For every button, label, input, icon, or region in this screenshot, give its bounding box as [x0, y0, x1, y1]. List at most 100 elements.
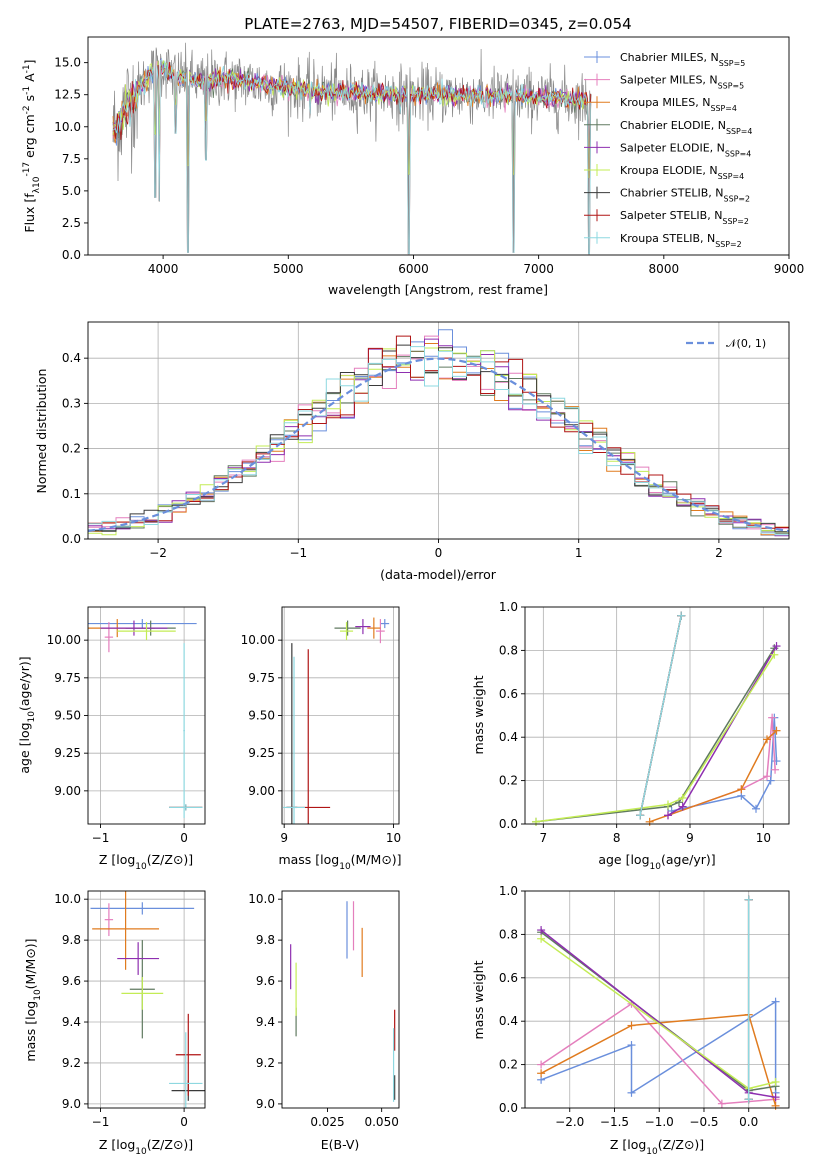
weight-vs-age-xlabel: age [log10(age/yr)] [598, 852, 715, 872]
mass-weight-line [540, 1013, 777, 1107]
x-tick-label: 7000 [523, 262, 554, 276]
y-tick-label: 10.00 [47, 633, 81, 647]
residuals-panel: −2 −1 0 1 2 0.0 0.1 0.2 0.3 0.4 𝒩(0, 1) (data-mode… [34, 321, 790, 582]
y-tick-label: 0.3 [62, 396, 81, 410]
y-tick-label: 0.4 [499, 1014, 518, 1028]
age-vs-mass-frame [281, 606, 400, 825]
mass-weight-line [639, 615, 682, 816]
y-tick-label: 0.2 [499, 1058, 518, 1072]
weight-vs-metallicity-xlabel: Z [log10(Z/Z⊙)] [610, 1137, 704, 1157]
x-tick-label: 10 [386, 831, 401, 845]
x-tick-label: −0.5 [689, 1115, 718, 1129]
weight-vs-age-frame [524, 606, 790, 825]
y-tick-label: 0.6 [499, 971, 518, 985]
y-tick-label: 10.00 [241, 633, 275, 647]
y-tick-label: 0.4 [499, 730, 518, 744]
x-tick-label: 2 [715, 546, 723, 560]
mass-weight-line [535, 647, 775, 823]
spectrum-series-line [112, 61, 592, 255]
weight-vs-age-panel: 7 8 9 10 0.0 0.2 0.4 0.6 0.8 1.0 age [log10(age/y… [471, 600, 790, 872]
spectrum-ylabel: Flux [fλ10-17 erg cm-2 s-1 A-1] [22, 59, 42, 232]
weight-vs-metallicity-panel: −2.0 −1.5 −1.0 −0.5 0.0 0.0 0.2 0.4 0.6 0.8 1.0 Z … [471, 884, 790, 1157]
y-tick-label: 9.8 [256, 933, 275, 947]
y-tick-label: 9.00 [248, 784, 275, 798]
y-tick-label: 15.0 [54, 56, 81, 70]
y-tick-label: 0.0 [499, 1101, 518, 1115]
y-tick-label: 9.0 [62, 1097, 81, 1111]
x-tick-label: 8 [613, 831, 621, 845]
x-tick-label: 4000 [148, 262, 179, 276]
x-tick-label: 9000 [774, 262, 805, 276]
x-tick-label: −2 [149, 546, 167, 560]
x-tick-label: 0 [180, 831, 188, 845]
residuals-ylabel: Normed distribution [34, 369, 49, 494]
x-tick-label: 0 [435, 546, 443, 560]
y-tick-label: 9.25 [248, 746, 275, 760]
y-tick-label: 9.75 [248, 671, 275, 685]
y-tick-label: 1.0 [499, 600, 518, 614]
y-tick-label: 9.6 [256, 974, 275, 988]
y-tick-label: 10.0 [54, 120, 81, 134]
mass-vs-ebv-frame [281, 890, 400, 1109]
x-tick-label: −1 [92, 1115, 110, 1129]
y-tick-label: 9.75 [54, 671, 81, 685]
mass-vs-metallicity-ylabel: mass [log10(M/M⊙)] [23, 938, 43, 1061]
weight-vs-metallicity-ylabel: mass weight [471, 960, 486, 1039]
y-tick-label: 2.5 [62, 216, 81, 230]
x-tick-label: −1.0 [645, 1115, 674, 1129]
x-tick-label: 5000 [273, 262, 304, 276]
legend-label: 𝒩(0, 1) [726, 337, 766, 350]
age-vs-metallicity-frame [87, 606, 206, 825]
y-tick-label: 0.1 [62, 487, 81, 501]
age-vs-metallicity-xlabel: Z [log10(Z/Z⊙)] [99, 852, 193, 872]
y-tick-label: 0.8 [499, 643, 518, 657]
x-tick-label: 7 [540, 831, 548, 845]
y-tick-label: 9.00 [54, 784, 81, 798]
y-tick-label: 7.5 [62, 152, 81, 166]
spectrum-series-line [112, 42, 592, 254]
age-vs-mass-xlabel: mass [log10(M/M⊙)] [278, 852, 401, 872]
mass-vs-metallicity-frame [87, 890, 206, 1109]
x-tick-label: −1 [92, 831, 110, 845]
x-tick-label: 1 [575, 546, 583, 560]
spectrum-xlabel: wavelength [Angstrom, rest frame] [328, 282, 548, 297]
mass-vs-ebv-panel: 0.025 0.050 9.0 9.2 9.4 9.6 9.8 10.0 E(B-V) [248, 890, 400, 1152]
x-tick-label: 0.025 [310, 1115, 344, 1129]
y-tick-label: 9.50 [54, 709, 81, 723]
y-tick-label: 0.0 [62, 248, 81, 262]
residuals-frame [87, 321, 790, 540]
x-tick-label: 10 [756, 831, 771, 845]
y-tick-label: 10.0 [248, 892, 275, 906]
mass-vs-ebv-xlabel: E(B-V) [321, 1137, 360, 1152]
y-tick-label: 0.0 [499, 817, 518, 831]
residual-histogram [88, 338, 789, 537]
y-tick-label: 9.2 [256, 1056, 275, 1070]
spectrum-title: PLATE=2763, MJD=54507, FIBERID=0345, z=0… [244, 15, 631, 33]
mass-vs-metallicity-xlabel: Z [log10(Z/Z⊙)] [99, 1137, 193, 1157]
weight-vs-metallicity-frame [524, 890, 790, 1109]
x-tick-label: −1.5 [600, 1115, 629, 1129]
mass-vs-metallicity-panel: −1 0 9.0 9.2 9.4 9.6 9.8 10.0 Z [log10(Z/Z⊙)] m… [23, 890, 206, 1157]
age-vs-metallicity-ylabel: age [log10(age/yr)] [17, 656, 37, 773]
legend-label: Kroupa STELIB, NSSP=2 [620, 232, 742, 249]
weight-vs-age-ylabel: mass weight [471, 675, 486, 754]
x-tick-label: 9 [686, 831, 694, 845]
y-tick-label: 0.4 [62, 351, 81, 365]
spectrum-series-line [112, 57, 592, 255]
mass-weight-line [671, 717, 778, 812]
spectrum-panel: PLATE=2763, MJD=54507, FIBERID=0345, z=0… [22, 15, 804, 297]
y-tick-label: 1.0 [499, 884, 518, 898]
y-tick-label: 9.25 [54, 746, 81, 760]
legend-label: Chabrier ELODIE, NSSP=4 [620, 119, 752, 136]
normal-reference-curve [87, 357, 790, 533]
legend-label: Salpeter MILES, NSSP=5 [620, 74, 744, 91]
x-tick-label: −2.0 [555, 1115, 584, 1129]
legend-label: Salpeter STELIB, NSSP=2 [620, 209, 749, 226]
x-tick-label: 6000 [398, 262, 429, 276]
x-tick-label: 0 [180, 1115, 188, 1129]
spectrum-frame [87, 36, 790, 256]
y-tick-label: 9.50 [248, 709, 275, 723]
legend-label: Chabrier MILES, NSSP=5 [620, 51, 745, 68]
y-tick-label: 0.0 [62, 532, 81, 546]
